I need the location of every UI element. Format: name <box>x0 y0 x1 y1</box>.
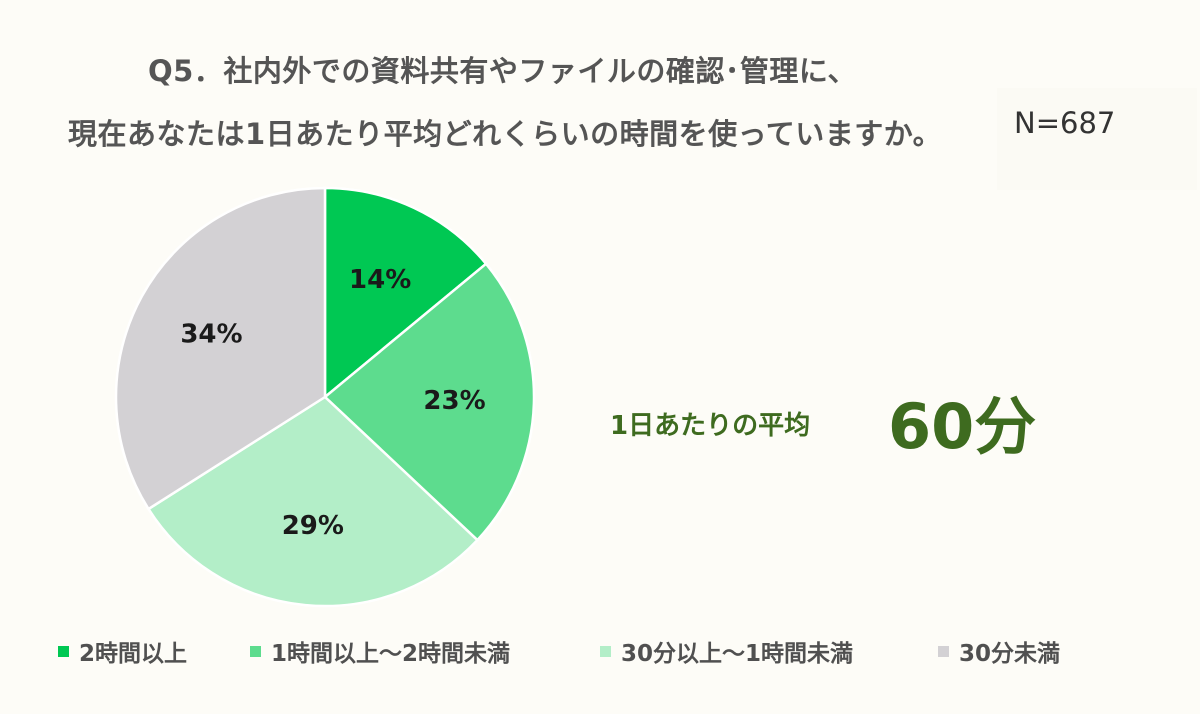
legend-swatch <box>250 645 261 657</box>
sample-size-label: N=687 <box>1014 106 1116 140</box>
legend-item-30m-to-1h: 30分以上～1時間未満 <box>600 636 854 667</box>
slice-30m-to-1h-label: 29% <box>282 511 344 541</box>
legend-label: 2時間以上 <box>79 641 188 667</box>
slice-1h-to-2h <box>323 262 536 542</box>
sample-size-box <box>997 88 1197 190</box>
chart-title-line-2: 現在あなたは1日あたり平均どれくらいの時間を使っていますか。 <box>68 117 943 151</box>
slice-30m-to-1h <box>146 395 480 608</box>
legend-label: 30分以上～1時間未満 <box>621 641 854 667</box>
slice-1h-to-2h-label: 23% <box>423 386 485 416</box>
average-label: 1日あたりの平均 <box>610 411 811 441</box>
legend-item-over-2h: 2時間以上 <box>58 636 188 667</box>
pie-slices <box>114 186 536 608</box>
legend-label: 30分未満 <box>959 641 1061 667</box>
legend-item-1h-to-2h: 1時間以上～2時間未満 <box>250 636 511 667</box>
pie-slice-labels: 14% 23% 29% 34% <box>180 265 485 541</box>
slice-over-2h <box>323 186 488 400</box>
legend-label: 1時間以上～2時間未満 <box>271 641 511 667</box>
legend-item-under-30m: 30分未満 <box>938 636 1061 667</box>
legend-swatch <box>600 645 611 657</box>
slice-under-30m-label: 34% <box>180 320 242 350</box>
legend-swatch <box>58 645 69 657</box>
slice-over-2h-label: 14% <box>349 265 411 295</box>
slice-under-30m <box>114 186 327 511</box>
legend-swatch <box>938 645 949 657</box>
average-value: 60分 <box>888 390 1037 463</box>
chart-title-line-1: Q5．社内外での資料共有やファイルの確認･管理に、 <box>148 54 857 88</box>
